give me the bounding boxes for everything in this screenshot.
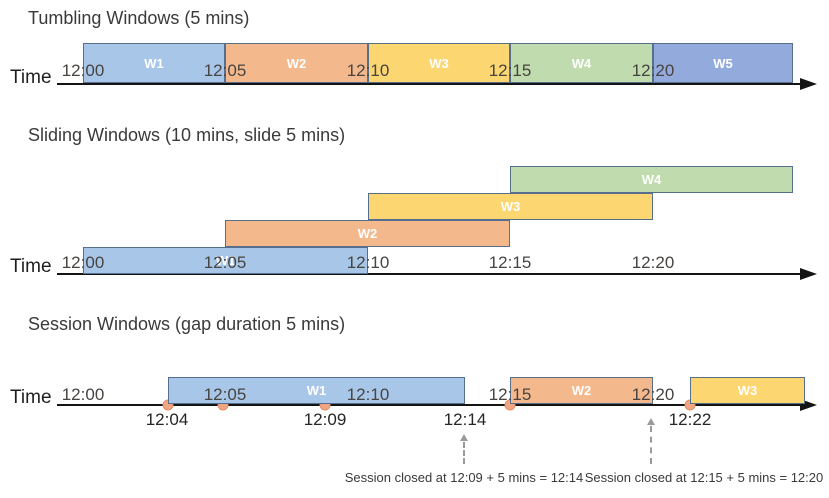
session-time-axis	[57, 404, 803, 406]
window-label: W1	[215, 253, 236, 268]
session-closed-annotation-1: Session closed at 12:09 + 5 mins = 12:14	[344, 470, 584, 485]
session-event-label-1204: 12:04	[145, 410, 189, 429]
window-label: W4	[571, 55, 592, 71]
session-tick-1200: 12:00	[61, 385, 105, 404]
tumbling-tick-1220: 12:20	[631, 61, 675, 80]
dashed-up-arrow-icon	[647, 418, 655, 464]
sliding-window-w2: W2	[225, 220, 510, 247]
tumbling-window-w3: W3	[368, 43, 510, 83]
tumbling-time-axis-label: Time	[10, 67, 52, 88]
window-label: W4	[641, 172, 662, 187]
tumbling-tick-1200: 12:00	[61, 61, 105, 80]
sliding-window-w4: W4	[510, 166, 793, 193]
sliding-time-axis-label: Time	[10, 256, 52, 277]
session-tick-1210: 12:10	[346, 385, 390, 404]
tumbling-section-title: Tumbling Windows (5 mins)	[28, 8, 250, 28]
session-window-w1: W1	[168, 377, 465, 404]
session-section-title: Session Windows (gap duration 5 mins)	[28, 314, 346, 334]
tumbling-window-w4: W4	[510, 43, 653, 83]
sliding-tick-1215: 12:15	[488, 253, 532, 272]
session-tick-1215: 12:15	[488, 385, 532, 404]
sliding-section-title: Sliding Windows (10 mins, slide 5 mins)	[28, 125, 346, 145]
window-label: W2	[571, 383, 592, 398]
session-window-w3: W3	[690, 377, 805, 404]
tumbling-tick-1215: 12:15	[488, 61, 532, 80]
window-label: W3	[737, 383, 758, 398]
session-tick-1205: 12:05	[203, 385, 247, 404]
tumbling-axis-arrow-icon	[800, 78, 817, 90]
session-event-label-1222: 12:22	[668, 410, 712, 429]
window-label: W1	[306, 383, 327, 398]
sliding-axis-arrow-icon	[800, 268, 817, 280]
sliding-tick-1220: 12:20	[631, 253, 675, 272]
sliding-tick-1200: 12:00	[61, 253, 105, 272]
sliding-tick-1210: 12:10	[346, 253, 390, 272]
session-closed-annotation-2: Session closed at 12:15 + 5 mins = 12:20	[584, 470, 824, 485]
tumbling-window-w1: W1	[83, 43, 225, 83]
session-close-label-1214: 12:14	[443, 410, 487, 429]
dashed-up-arrow-icon	[460, 434, 468, 464]
sliding-tick-1205: 12:05	[203, 253, 247, 272]
window-label: W3	[429, 55, 449, 71]
window-label: W5	[713, 55, 733, 71]
tumbling-window-w2: W2	[225, 43, 368, 83]
window-label: W1	[144, 55, 164, 71]
window-label: W2	[286, 55, 307, 71]
sliding-time-axis	[57, 273, 803, 275]
session-tick-1220: 12:20	[631, 385, 675, 404]
session-time-axis-label: Time	[10, 387, 52, 408]
session-window-w2: W2	[510, 377, 653, 404]
tumbling-time-axis	[57, 83, 803, 85]
sliding-window-w3: W3	[368, 193, 653, 220]
sliding-window-w1: W1	[83, 247, 368, 274]
window-label: W2	[357, 226, 378, 241]
window-label: W3	[500, 199, 521, 214]
tumbling-window-w5: W5	[653, 43, 793, 83]
session-event-label-1209: 12:09	[303, 410, 347, 429]
tumbling-tick-1210: 12:10	[346, 61, 390, 80]
tumbling-tick-1205: 12:05	[203, 61, 247, 80]
